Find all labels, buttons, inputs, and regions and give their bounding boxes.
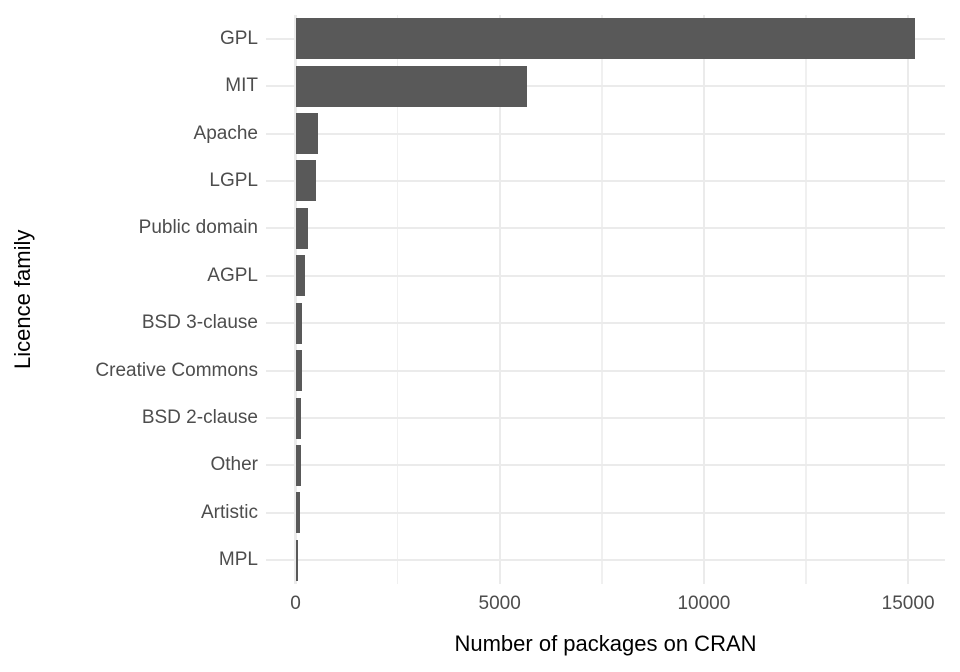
bar-other bbox=[295, 444, 302, 486]
y-tick-label-mpl: MPL bbox=[218, 549, 258, 571]
bar-gpl bbox=[295, 18, 916, 60]
y-tick-label-artistic: Artistic bbox=[201, 501, 258, 523]
y-tick-label-mit: MIT bbox=[225, 75, 258, 97]
y-tick-label-lgpl: LGPL bbox=[209, 169, 258, 191]
y-tick-label-bsd-2-clause: BSD 2-clause bbox=[141, 407, 258, 429]
gridline-y-lgpl bbox=[266, 179, 945, 182]
bar-agpl bbox=[295, 255, 305, 297]
bar-lgpl bbox=[295, 160, 316, 202]
y-tick-label-bsd-3-clause: BSD 3-clause bbox=[141, 312, 258, 334]
gridline-major-x-15000 bbox=[907, 15, 910, 584]
x-tick-label-15000: 15000 bbox=[881, 593, 935, 614]
y-tick-label-apache: Apache bbox=[193, 122, 258, 144]
gridline-major-x-10000 bbox=[702, 15, 705, 584]
bar-public-domain bbox=[295, 207, 309, 249]
gridline-y-apache bbox=[266, 132, 945, 135]
bar-creative-commons bbox=[295, 350, 303, 392]
plot-panel bbox=[266, 15, 945, 584]
bar-bsd-3-clause bbox=[295, 302, 303, 344]
gridline-y-mit bbox=[266, 85, 945, 88]
y-axis-title: Licence family bbox=[10, 229, 35, 370]
x-axis-title: Number of packages on CRAN bbox=[454, 631, 757, 656]
gridline-y-bsd-2-clause bbox=[266, 417, 945, 420]
gridline-y-creative-commons bbox=[266, 369, 945, 372]
gridline-y-other bbox=[266, 464, 945, 467]
bar-bsd-2-clause bbox=[295, 397, 302, 439]
gridline-minor-x-7500 bbox=[601, 15, 603, 584]
gridline-major-x-5000 bbox=[498, 15, 501, 584]
x-tick-label-10000: 10000 bbox=[677, 593, 731, 614]
y-tick-label-gpl: GPL bbox=[219, 27, 258, 49]
bar-mit bbox=[295, 65, 528, 107]
gridline-y-mpl bbox=[266, 559, 945, 562]
x-tick-label-5000: 5000 bbox=[478, 593, 521, 614]
gridline-y-artistic bbox=[266, 511, 945, 514]
y-tick-label-agpl: AGPL bbox=[207, 264, 258, 286]
y-tick-label-other: Other bbox=[210, 454, 258, 476]
bar-artistic bbox=[295, 492, 301, 534]
gridline-y-agpl bbox=[266, 274, 945, 277]
gridline-minor-x-2500 bbox=[396, 15, 399, 584]
gridline-minor-x-12500 bbox=[805, 15, 807, 584]
gridline-y-bsd-3-clause bbox=[266, 322, 945, 325]
gridline-major-x-0 bbox=[294, 15, 297, 584]
y-tick-label-creative-commons: Creative Commons bbox=[95, 359, 258, 381]
bar-mpl bbox=[295, 539, 298, 581]
gridline-y-public-domain bbox=[266, 227, 945, 230]
x-tick-label-0: 0 bbox=[290, 593, 301, 614]
bar-apache bbox=[295, 113, 318, 155]
y-tick-label-public-domain: Public domain bbox=[138, 217, 258, 239]
